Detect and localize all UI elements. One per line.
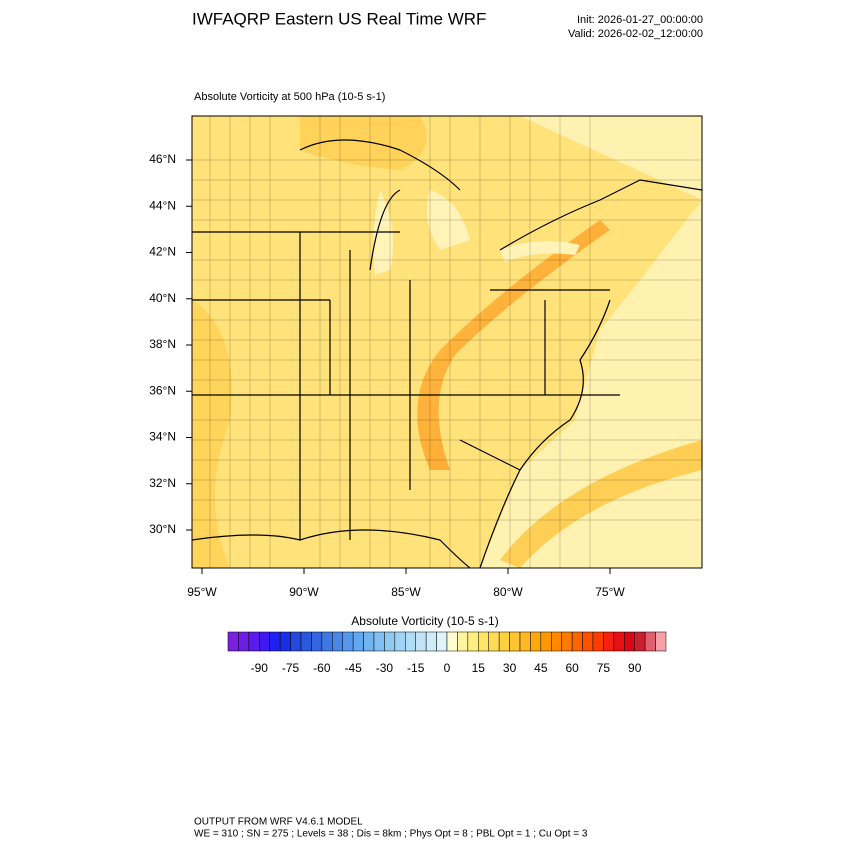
colorbar-title: Absolute Vorticity (10-5 s-1) (351, 614, 498, 628)
lat-label: 38°N (149, 337, 176, 351)
colorbar-swatch (259, 631, 270, 652)
colorbar-label: -60 (313, 661, 331, 675)
colorbar-swatch (342, 631, 354, 652)
lon-label: 80°W (493, 585, 523, 599)
colorbar-swatch (415, 631, 427, 652)
lon-label: 90°W (289, 585, 319, 599)
lat-label: 32°N (149, 476, 176, 490)
lat-label: 46°N (149, 152, 176, 166)
colorbar-label: -75 (282, 661, 300, 675)
title: IWFAQRP Eastern US Real Time WRF (192, 9, 486, 28)
lat-label: 34°N (149, 430, 176, 444)
lon-label: 95°W (187, 585, 217, 599)
colorbar-swatch (613, 631, 625, 652)
colorbar-swatch (425, 631, 437, 652)
colorbar-swatch (436, 631, 448, 652)
colorbar-swatch (405, 631, 416, 652)
colorbar-swatch (227, 631, 239, 652)
colorbar-swatch (561, 631, 573, 652)
colorbar-swatch (603, 631, 615, 652)
colorbar-label: -90 (251, 661, 269, 675)
colorbar-swatch (592, 631, 604, 652)
colorbar-swatch (446, 631, 458, 652)
colorbar-swatch (300, 631, 312, 652)
map-frame (191, 115, 703, 569)
colorbar-label: -30 (376, 661, 394, 675)
colorbar-swatch (582, 631, 594, 652)
colorbar-swatch (238, 631, 250, 652)
colorbar-label: 30 (503, 661, 517, 675)
colorbar-label: 0 (444, 661, 451, 675)
colorbar-swatch (373, 631, 385, 652)
colorbar-swatch (634, 631, 646, 652)
colorbar-label: 15 (472, 661, 486, 675)
lat-label: 40°N (149, 291, 176, 305)
colorbar-swatch (248, 631, 260, 652)
colorbar-swatch (311, 631, 323, 652)
colorbar-swatch (290, 631, 302, 652)
colorbar-label: -45 (344, 661, 362, 675)
lat-label: 36°N (149, 383, 176, 397)
colorbar-swatch (478, 631, 489, 652)
colorbar-swatch (530, 631, 542, 652)
colorbar-swatch (644, 631, 656, 652)
valid-time: Valid: 2026-02-02_12:00:00 (568, 28, 703, 40)
lon-label: 85°W (391, 585, 421, 599)
colorbar-swatch (519, 631, 531, 652)
lon-label: 75°W (595, 585, 625, 599)
colorbar-swatch (655, 631, 667, 652)
lat-label: 44°N (149, 198, 176, 212)
colorbar-swatch (488, 631, 500, 652)
colorbar-swatch (352, 631, 364, 652)
colorbar-swatch (498, 631, 510, 652)
init-time: Init: 2026-01-27_00:00:00 (577, 14, 703, 26)
colorbar-swatch (279, 631, 291, 652)
footer-line: WE = 310 ; SN = 275 ; Levels = 38 ; Dis … (194, 829, 588, 840)
colorbar-swatch (467, 631, 479, 652)
colorbar-swatch (624, 631, 635, 652)
colorbar-swatch (551, 631, 562, 652)
footer-line: OUTPUT FROM WRF V4.6.1 MODEL (194, 817, 363, 828)
colorbar-swatch (321, 631, 333, 652)
lat-label: 30°N (149, 522, 176, 536)
colorbar-swatch (540, 631, 552, 652)
colorbar-swatch (384, 631, 396, 652)
lat-label: 42°N (149, 245, 176, 259)
colorbar-swatch (509, 631, 521, 652)
colorbar-swatch (571, 631, 583, 652)
colorbar-label: 60 (565, 661, 579, 675)
colorbar-label: 75 (597, 661, 611, 675)
colorbar-label: 90 (628, 661, 642, 675)
map-subtitle: Absolute Vorticity at 500 hPa (10-5 s-1) (194, 91, 385, 103)
colorbar-swatch (363, 631, 375, 652)
colorbar-swatch (332, 631, 343, 652)
colorbar-label: -15 (407, 661, 425, 675)
colorbar-label: 45 (534, 661, 548, 675)
map-field (192, 116, 702, 568)
colorbar-swatch (394, 631, 406, 652)
colorbar-swatch (269, 631, 281, 652)
colorbar-swatch (457, 631, 469, 652)
